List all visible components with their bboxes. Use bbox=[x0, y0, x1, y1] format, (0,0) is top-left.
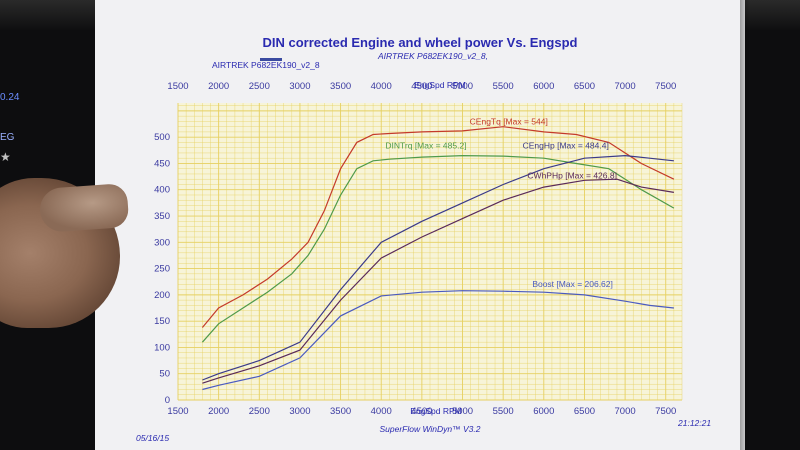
series-line-cengtq bbox=[201, 126, 675, 328]
time-label: 21:12:21 bbox=[677, 418, 711, 428]
x-tick-label-top: 3500 bbox=[330, 81, 351, 92]
x-tick-label-top: 5500 bbox=[493, 81, 514, 92]
x-axis-label-top: EngSpd RPM bbox=[414, 80, 466, 90]
x-tick-label-top: 7500 bbox=[655, 81, 676, 92]
y-tick-label: 500 bbox=[154, 132, 170, 143]
x-tick-label-bottom: 5000 bbox=[452, 406, 473, 417]
thumb bbox=[38, 182, 130, 234]
series-line-dintrq bbox=[201, 154, 675, 343]
series-label-dintrq: DINTrq [Max = 485.2] bbox=[385, 141, 466, 151]
x-tick-label-bottom: 4500 bbox=[411, 406, 432, 417]
side-text-top: 0.24 bbox=[0, 92, 20, 103]
x-tick-label-bottom: 7000 bbox=[615, 406, 636, 417]
x-tick-label-top: 3000 bbox=[289, 81, 310, 92]
y-tick-label: 150 bbox=[154, 316, 170, 327]
series-line-cwhphp bbox=[202, 178, 674, 384]
x-tick-label-top: 4000 bbox=[371, 81, 392, 92]
x-tick-label-bottom: 2000 bbox=[208, 406, 229, 417]
series-line-boost bbox=[202, 290, 674, 391]
legend-swatch bbox=[260, 58, 282, 61]
y-tick-label: 100 bbox=[154, 342, 170, 353]
x-tick-label-bottom: 3000 bbox=[289, 406, 310, 417]
series-labels: CEngTq [Max = 544] DINTrq [Max = 485.2] CE… bbox=[385, 117, 617, 289]
x-tick-label-top: 2000 bbox=[208, 81, 229, 92]
y-tick-label: 0 bbox=[165, 395, 170, 406]
series-lines bbox=[201, 126, 675, 391]
file-label: AIRTREK P682EK190_v2_8, bbox=[377, 51, 488, 61]
legend-file-label: AIRTREK P682EK190_v2_8 bbox=[212, 60, 320, 70]
x-tick-label-top: 7000 bbox=[615, 81, 636, 92]
x-tick-label-top: 5000 bbox=[452, 81, 473, 92]
x-tick-label-bottom: 4000 bbox=[371, 406, 392, 417]
tick-labels: 1500150020002000250025003000300035003500… bbox=[154, 81, 676, 417]
series-label-cengtq: CEngTq [Max = 544] bbox=[470, 117, 548, 127]
side-text-eg: EG bbox=[0, 132, 15, 143]
x-tick-label-top: 2500 bbox=[249, 81, 270, 92]
x-tick-label-bottom: 2500 bbox=[249, 406, 270, 417]
x-tick-label-top: 6500 bbox=[574, 81, 595, 92]
x-axis-label-bottom: EngSpd RPM bbox=[410, 406, 462, 416]
series-line-cenghp bbox=[202, 154, 674, 381]
x-tick-label-top: 1500 bbox=[167, 81, 188, 92]
x-tick-label-bottom: 7500 bbox=[655, 406, 676, 417]
software-label: SuperFlow WinDyn™ V3.2 bbox=[379, 424, 480, 434]
y-tick-label: 400 bbox=[154, 185, 170, 196]
y-tick-label: 250 bbox=[154, 264, 170, 275]
series-label-cenghp: CEngHp [Max = 484.4] bbox=[523, 141, 609, 151]
x-tick-label-bottom: 6500 bbox=[574, 406, 595, 417]
y-tick-label: 350 bbox=[154, 211, 170, 222]
y-tick-label: 300 bbox=[154, 237, 170, 248]
grid bbox=[177, 103, 683, 401]
x-tick-label-top: 6000 bbox=[533, 81, 554, 92]
series-label-cwhphp: CWhPHp [Max = 426.8] bbox=[527, 171, 617, 181]
x-tick-label-bottom: 5500 bbox=[493, 406, 514, 417]
paper-shadow bbox=[740, 0, 750, 450]
x-tick-label-bottom: 6000 bbox=[533, 406, 554, 417]
chart-title: DIN corrected Engine and wheel power Vs.… bbox=[263, 35, 578, 50]
y-tick-label: 450 bbox=[154, 158, 170, 169]
series-label-boost: Boost [Max = 206.62] bbox=[532, 279, 613, 289]
x-tick-label-bottom: 1500 bbox=[167, 406, 188, 417]
date-label: 05/16/15 bbox=[136, 433, 169, 443]
y-tick-label: 200 bbox=[154, 290, 170, 301]
y-tick-label: 50 bbox=[159, 369, 170, 380]
x-tick-label-bottom: 3500 bbox=[330, 406, 351, 417]
star-icon: ★ bbox=[0, 150, 11, 164]
x-tick-label-top: 4500 bbox=[411, 81, 432, 92]
